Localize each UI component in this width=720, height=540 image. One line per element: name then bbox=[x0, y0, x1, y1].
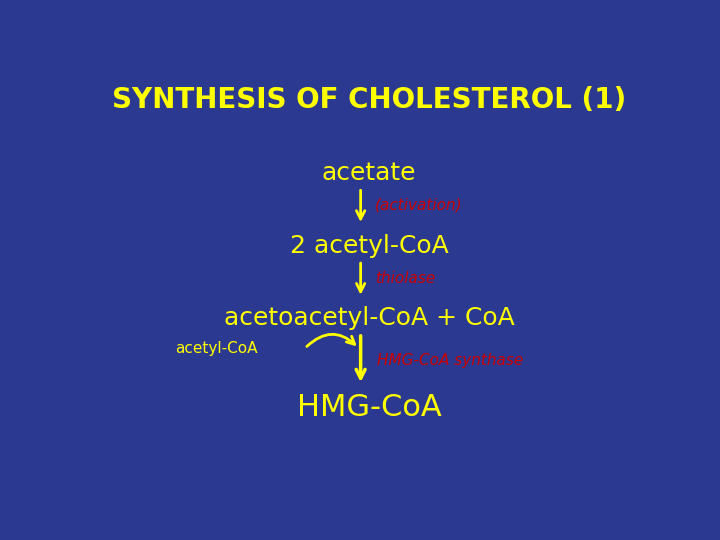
Text: (activation): (activation) bbox=[374, 198, 462, 213]
Text: HMG-CoA: HMG-CoA bbox=[297, 393, 441, 422]
Text: acetate: acetate bbox=[322, 161, 416, 185]
Text: 2 acetyl-CoA: 2 acetyl-CoA bbox=[289, 234, 449, 258]
Text: SYNTHESIS OF CHOLESTEROL (1): SYNTHESIS OF CHOLESTEROL (1) bbox=[112, 86, 626, 114]
Text: HMG-CoA synthase: HMG-CoA synthase bbox=[377, 353, 523, 368]
Text: acetoacetyl-CoA + CoA: acetoacetyl-CoA + CoA bbox=[224, 306, 514, 330]
FancyArrowPatch shape bbox=[307, 334, 355, 347]
Text: thiolase: thiolase bbox=[374, 271, 435, 286]
Text: acetyl-CoA: acetyl-CoA bbox=[175, 341, 258, 356]
